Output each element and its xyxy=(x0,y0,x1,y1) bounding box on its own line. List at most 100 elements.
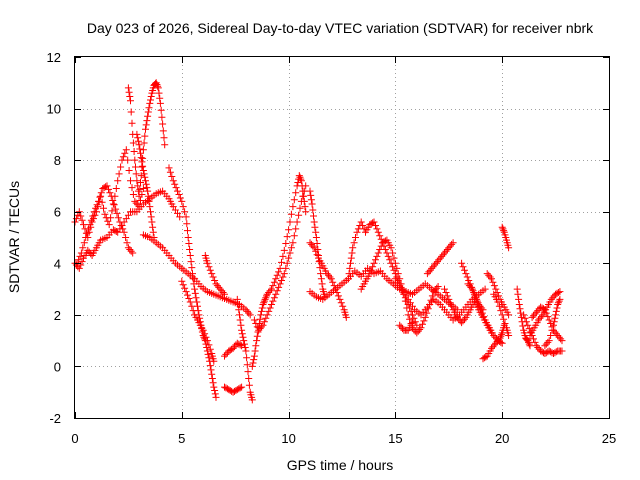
data-point xyxy=(525,340,533,348)
x-tick-label: 15 xyxy=(388,431,402,446)
data-point xyxy=(552,307,560,315)
data-point xyxy=(238,342,246,350)
data-point xyxy=(513,285,521,293)
data-point xyxy=(221,290,228,298)
data-point xyxy=(297,175,305,183)
data-point xyxy=(537,313,545,321)
data-point xyxy=(84,246,92,254)
data-point xyxy=(106,189,114,197)
data-point xyxy=(184,291,191,299)
data-point xyxy=(222,384,230,392)
data-point xyxy=(152,79,160,87)
data-point xyxy=(268,301,275,308)
data-point xyxy=(134,187,142,195)
data-point xyxy=(149,228,157,236)
data-point xyxy=(92,204,100,212)
data-point xyxy=(134,201,142,209)
data-point xyxy=(333,289,341,296)
data-point xyxy=(109,226,117,234)
data-point xyxy=(202,333,210,341)
data-point xyxy=(190,280,198,288)
data-point xyxy=(133,130,141,138)
series-trace-03 xyxy=(73,182,137,267)
data-point xyxy=(293,218,301,226)
data-point xyxy=(87,216,95,224)
data-point xyxy=(283,259,291,267)
data-point xyxy=(131,156,139,164)
series-trace-31 xyxy=(520,311,566,357)
data-point xyxy=(282,264,290,272)
data-point xyxy=(262,294,270,302)
data-point xyxy=(158,113,166,121)
series-trace-10 xyxy=(221,339,246,360)
data-point xyxy=(245,309,253,317)
data-point xyxy=(154,82,162,90)
data-point xyxy=(472,294,480,302)
y-tick-label: -2 xyxy=(49,411,61,426)
data-point xyxy=(410,314,418,322)
data-point xyxy=(188,264,196,272)
data-point xyxy=(366,270,374,278)
data-point xyxy=(137,154,145,162)
data-point xyxy=(500,315,508,323)
data-point xyxy=(144,187,152,195)
data-point xyxy=(272,290,280,298)
data-point xyxy=(480,313,488,321)
data-point xyxy=(515,301,523,308)
data-point xyxy=(345,270,353,278)
data-point xyxy=(352,234,359,241)
data-point xyxy=(289,203,297,211)
data-point xyxy=(256,325,264,333)
data-point xyxy=(446,242,454,250)
data-point xyxy=(459,317,467,325)
data-point xyxy=(263,311,271,319)
data-point xyxy=(384,252,392,260)
data-point xyxy=(404,311,412,319)
data-point xyxy=(133,177,141,185)
data-point xyxy=(493,338,501,345)
data-point xyxy=(139,146,147,154)
data-point xyxy=(136,145,144,153)
series-trace-22 xyxy=(423,239,457,278)
data-point xyxy=(78,216,86,224)
data-point xyxy=(239,333,247,341)
data-point xyxy=(458,259,466,267)
data-point xyxy=(120,228,128,236)
data-point xyxy=(207,366,215,374)
data-point xyxy=(216,285,224,293)
data-point xyxy=(129,249,137,257)
data-point xyxy=(326,273,334,281)
data-point xyxy=(308,200,316,208)
data-point xyxy=(112,228,120,235)
data-point xyxy=(124,156,132,164)
data-point xyxy=(498,223,506,231)
data-point xyxy=(516,305,524,313)
data-point xyxy=(232,387,240,394)
data-point xyxy=(490,282,498,290)
data-point xyxy=(154,84,162,92)
data-point xyxy=(147,96,154,104)
data-point xyxy=(353,228,361,236)
data-point xyxy=(250,352,258,360)
data-point xyxy=(237,321,245,329)
data-point xyxy=(544,338,552,346)
data-point xyxy=(463,273,471,281)
data-point xyxy=(169,177,177,185)
data-point xyxy=(465,282,473,290)
data-point xyxy=(179,203,187,211)
data-point xyxy=(98,198,106,206)
data-point xyxy=(318,280,326,288)
data-point xyxy=(128,119,136,127)
data-point xyxy=(309,206,317,214)
data-point xyxy=(347,259,354,267)
data-point xyxy=(297,177,305,185)
data-point xyxy=(240,337,248,345)
data-point xyxy=(310,244,318,252)
data-point xyxy=(85,225,92,233)
data-point xyxy=(309,242,317,250)
data-point xyxy=(552,348,560,356)
data-point xyxy=(297,197,305,205)
data-point xyxy=(236,316,244,324)
data-point xyxy=(542,340,550,348)
data-point xyxy=(155,89,163,97)
